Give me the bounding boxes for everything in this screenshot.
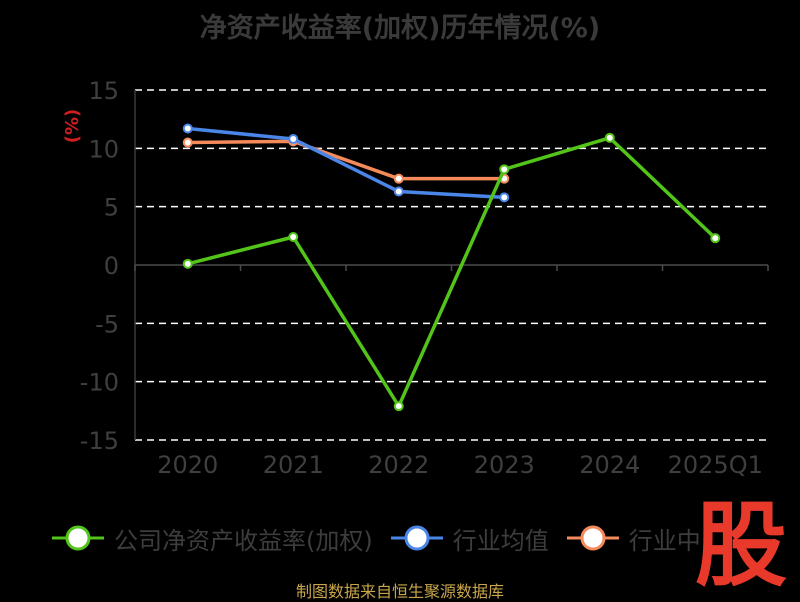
series-line — [187, 139, 505, 181]
data-point — [288, 232, 299, 242]
legend-marker-industry-median — [566, 525, 619, 551]
data-point — [182, 258, 193, 269]
y-tick-label: 10 — [88, 135, 119, 163]
chart-legend: 公司净资产收益率(加权) 行业均值 行业中 — [0, 518, 800, 558]
data-point — [182, 123, 193, 134]
series-line — [187, 126, 505, 200]
data-point — [604, 132, 615, 143]
watermark-logo: 股 — [694, 492, 787, 599]
x-tick-label: 2021 — [263, 451, 324, 479]
data-point — [499, 164, 510, 175]
data-point — [393, 186, 404, 197]
data-point — [499, 192, 510, 203]
y-tick-label: 0 — [104, 252, 119, 280]
x-tick-label: 2024 — [579, 451, 640, 479]
data-point — [288, 134, 299, 144]
data-point — [182, 137, 193, 148]
y-axis-label: (%) — [62, 109, 83, 144]
y-tick-label: 5 — [104, 194, 119, 222]
data-point — [393, 401, 404, 412]
x-tick-label: 2022 — [368, 451, 429, 479]
x-tick-label: 2025Q1 — [668, 451, 763, 479]
chart-title: 净资产收益率(加权)历年情况(%) — [199, 13, 601, 44]
legend-label-industry-mean: 行业均值 — [452, 526, 549, 555]
y-tick-label: -10 — [80, 369, 119, 397]
x-tick-label: 2023 — [474, 451, 535, 479]
y-tick-label: 15 — [88, 77, 119, 105]
x-tick-label: 2020 — [157, 451, 218, 479]
y-tick-label: -15 — [80, 427, 119, 455]
legend-item-industry-mean[interactable]: 行业均值 — [390, 521, 549, 556]
data-point — [393, 173, 404, 184]
data-point — [710, 233, 721, 244]
legend-item-industry-median[interactable]: 行业中 — [566, 521, 701, 556]
legend-item-company-roe[interactable]: 公司净资产收益率(加权) — [52, 521, 373, 556]
legend-label-industry-median: 行业中 — [628, 526, 701, 555]
data-source-note: 制图数据来自恒生聚源数据库 — [295, 582, 504, 601]
legend-marker-industry-mean — [390, 525, 443, 551]
series-line — [187, 136, 717, 408]
legend-label-company-roe: 公司净资产收益率(加权) — [114, 526, 373, 555]
y-tick-label: -5 — [95, 310, 119, 338]
legend-marker-company-roe — [52, 525, 104, 551]
